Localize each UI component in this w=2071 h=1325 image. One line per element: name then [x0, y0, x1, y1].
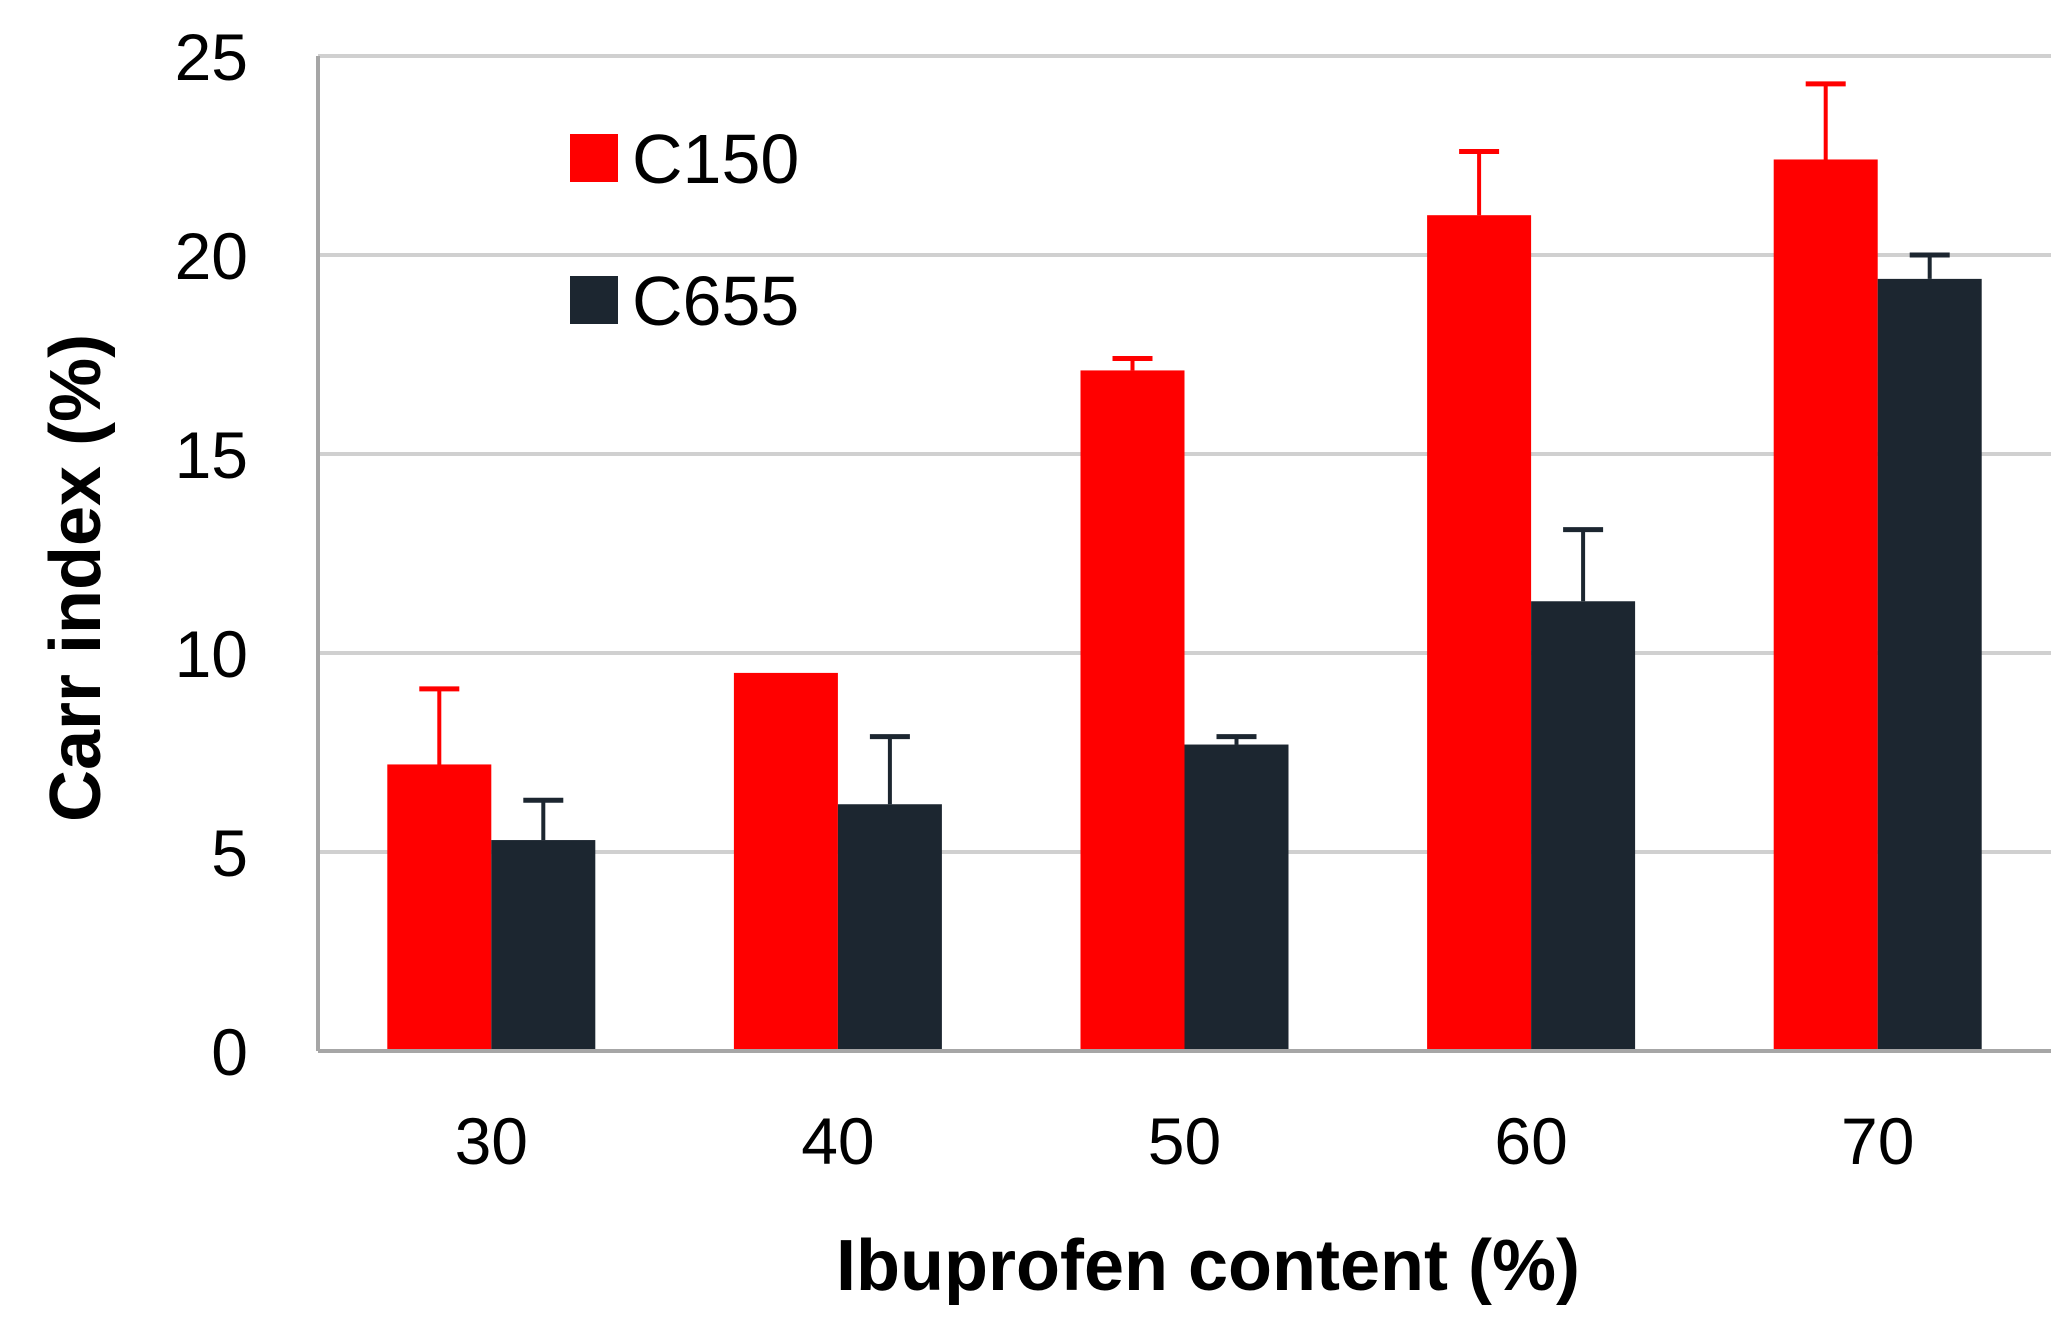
bar-c150-70 — [1773, 159, 1878, 1052]
error-bars — [419, 81, 1950, 841]
y-axis-title: Carr index (%) — [36, 334, 116, 822]
y-tick-label: 5 — [211, 816, 248, 890]
legend-label-c150: C150 — [632, 120, 799, 198]
y-tick-label: 0 — [211, 1015, 248, 1089]
y-tick-label: 20 — [175, 219, 248, 293]
bar-c655-70 — [1877, 278, 1982, 1051]
bar-c150-60 — [1427, 215, 1532, 1051]
x-tick-label: 70 — [1841, 1104, 1914, 1178]
x-tick-labels: 30 40 50 60 70 — [455, 1104, 1915, 1178]
legend-label-c655: C655 — [632, 262, 799, 340]
y-tick-label: 15 — [175, 418, 248, 492]
y-tick-label: 10 — [175, 617, 248, 691]
x-axis-title: Ibuprofen content (%) — [836, 1226, 1580, 1306]
axes — [316, 56, 2051, 1053]
x-tick-label: 40 — [801, 1104, 874, 1178]
y-tick-labels: 0 5 10 15 20 25 — [175, 20, 248, 1089]
bar-c655-40 — [837, 804, 942, 1051]
bar-c150-30 — [387, 764, 492, 1051]
bar-c655-30 — [491, 840, 596, 1051]
y-tick-label: 25 — [175, 20, 248, 94]
legend-swatch-c655 — [570, 276, 618, 324]
bar-c150-40 — [733, 672, 838, 1051]
x-tick-label: 30 — [455, 1104, 528, 1178]
bar-c150-50 — [1080, 370, 1185, 1051]
bar-c655-60 — [1531, 601, 1636, 1051]
x-tick-label: 60 — [1494, 1104, 1567, 1178]
x-tick-label: 50 — [1148, 1104, 1221, 1178]
legend-swatch-c150 — [570, 134, 618, 182]
bars — [387, 159, 1982, 1052]
legend: C150 C655 — [570, 120, 799, 340]
bar-c655-50 — [1184, 744, 1289, 1051]
